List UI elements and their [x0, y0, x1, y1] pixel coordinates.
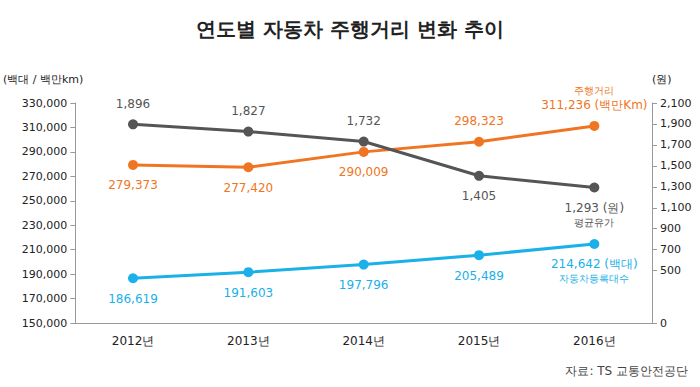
svg-text:311,236 (백만Km): 311,236 (백만Km) [541, 98, 647, 112]
svg-text:277,420: 277,420 [224, 181, 274, 195]
svg-text:1,732: 1,732 [347, 114, 381, 128]
svg-text:연도별 자동차 주행거리 변화 추이: 연도별 자동차 주행거리 변화 추이 [196, 17, 504, 41]
svg-text:0: 0 [660, 317, 667, 330]
svg-text:150,000: 150,000 [22, 317, 68, 330]
svg-text:290,009: 290,009 [339, 165, 389, 179]
svg-text:210,000: 210,000 [22, 243, 68, 256]
svg-text:700: 700 [660, 243, 681, 256]
svg-text:1,100: 1,100 [660, 201, 692, 214]
svg-text:205,489: 205,489 [454, 269, 504, 283]
svg-text:2012년: 2012년 [112, 334, 155, 348]
svg-text:270,000: 270,000 [22, 170, 68, 183]
svg-text:900: 900 [660, 222, 681, 235]
svg-text:(원): (원) [652, 73, 672, 86]
svg-text:2015년: 2015년 [458, 334, 501, 348]
svg-text:1,827: 1,827 [231, 104, 265, 118]
svg-text:(백대 / 백만km): (백대 / 백만km) [3, 73, 83, 86]
svg-text:230,000: 230,000 [22, 219, 68, 232]
svg-text:1,300: 1,300 [660, 180, 692, 193]
svg-text:1,500: 1,500 [660, 159, 692, 172]
svg-text:279,373: 279,373 [108, 178, 158, 192]
svg-text:1,900: 1,900 [660, 117, 692, 130]
svg-text:1,700: 1,700 [660, 138, 692, 151]
svg-text:1,896: 1,896 [116, 97, 150, 111]
svg-text:197,796: 197,796 [339, 278, 389, 292]
svg-text:290,000: 290,000 [22, 145, 68, 158]
svg-text:자료: TS 교통안전공단: 자료: TS 교통안전공단 [565, 364, 688, 378]
svg-text:190,000: 190,000 [22, 268, 68, 281]
svg-text:310,000: 310,000 [22, 121, 68, 134]
svg-text:2014년: 2014년 [342, 334, 385, 348]
svg-text:1,293 (원): 1,293 (원) [565, 201, 625, 215]
svg-text:191,603: 191,603 [224, 286, 274, 300]
svg-text:평균유가: 평균유가 [574, 217, 614, 228]
svg-text:2,100: 2,100 [660, 97, 692, 110]
svg-text:250,000: 250,000 [22, 194, 68, 207]
svg-text:주행거리: 주행거리 [574, 85, 614, 96]
svg-text:170,000: 170,000 [22, 292, 68, 305]
svg-text:2013년: 2013년 [227, 334, 270, 348]
svg-text:330,000: 330,000 [22, 97, 68, 110]
svg-text:자동차등록대수: 자동차등록대수 [559, 273, 629, 284]
svg-text:298,323: 298,323 [454, 114, 504, 128]
svg-text:1,405: 1,405 [462, 189, 496, 203]
svg-text:2016년: 2016년 [573, 334, 616, 348]
svg-text:500: 500 [660, 264, 681, 277]
svg-text:214,642 (백대): 214,642 (백대) [551, 257, 638, 271]
svg-text:186,619: 186,619 [108, 292, 158, 306]
